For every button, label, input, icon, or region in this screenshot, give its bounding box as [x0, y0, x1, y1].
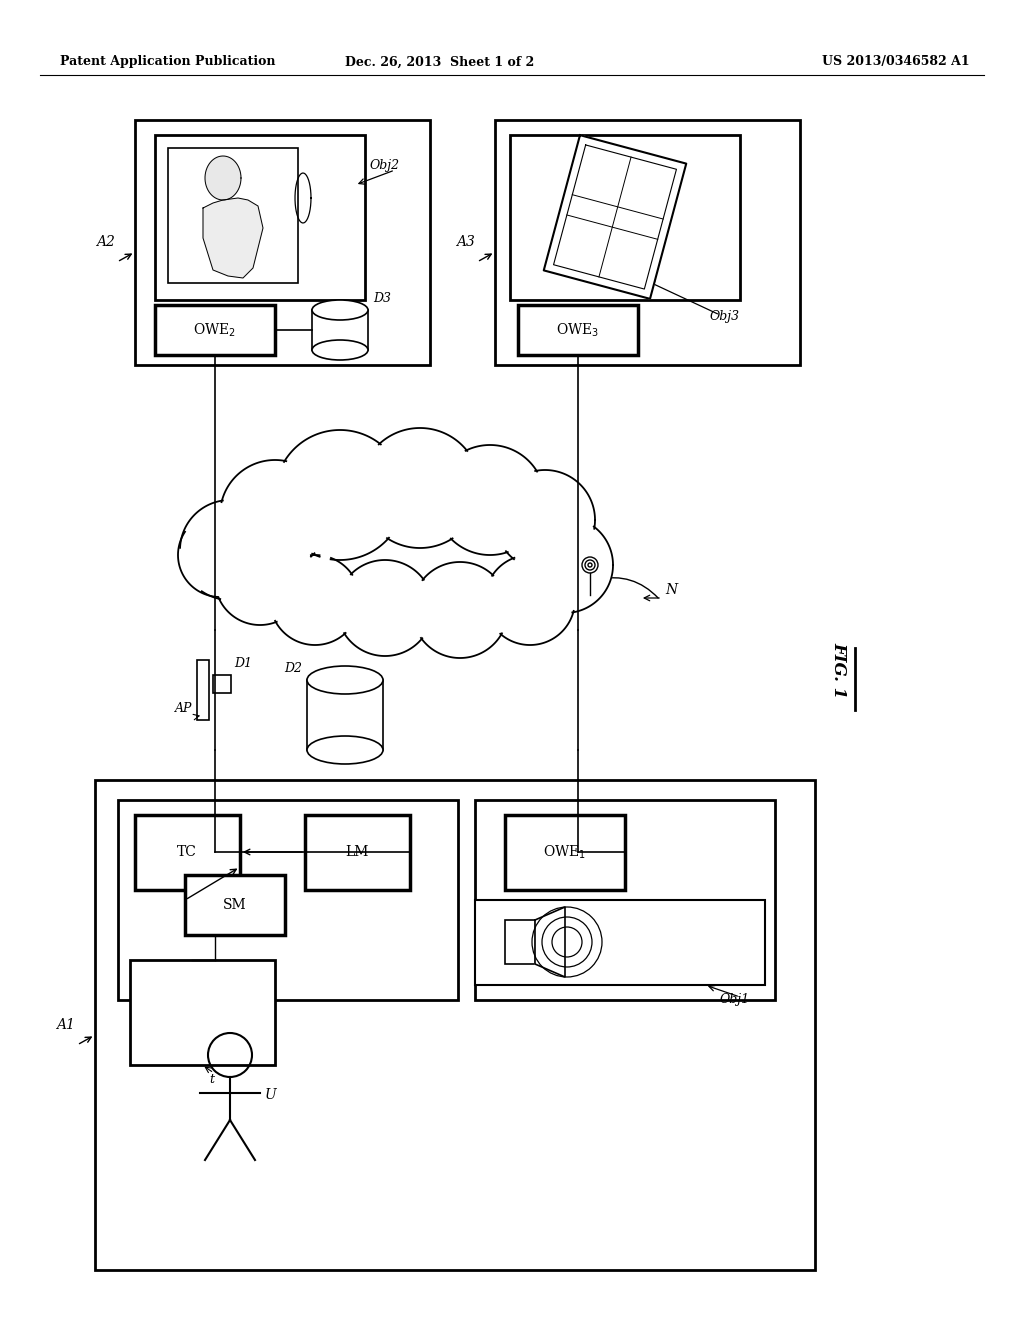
Circle shape [270, 554, 360, 645]
Text: A3: A3 [456, 235, 475, 249]
Bar [505, 814, 625, 890]
Ellipse shape [312, 341, 368, 360]
Circle shape [360, 428, 480, 548]
Bar [213, 675, 231, 693]
Text: Obj1: Obj1 [720, 993, 750, 1006]
Ellipse shape [307, 667, 383, 694]
Text: OWE$_1$: OWE$_1$ [544, 843, 587, 861]
Circle shape [412, 562, 508, 657]
Text: Patent Application Publication: Patent Application Publication [60, 55, 275, 69]
Circle shape [180, 500, 280, 601]
Text: A2: A2 [96, 235, 115, 249]
Circle shape [435, 445, 545, 554]
Text: D2: D2 [284, 663, 302, 675]
Circle shape [275, 430, 406, 560]
Text: AP: AP [175, 702, 193, 715]
Text: Obj2: Obj2 [370, 158, 400, 172]
Ellipse shape [312, 300, 368, 319]
Text: LM: LM [345, 845, 369, 859]
Bar [518, 305, 638, 355]
Text: OWE$_2$: OWE$_2$ [194, 321, 237, 339]
Polygon shape [544, 135, 686, 298]
Text: t: t [210, 1073, 214, 1086]
Circle shape [220, 459, 330, 570]
Bar [155, 305, 275, 355]
Bar [495, 120, 800, 366]
Bar [118, 800, 458, 1001]
Circle shape [495, 470, 595, 570]
Bar [475, 900, 765, 985]
Bar [95, 780, 815, 1270]
Bar [135, 120, 430, 366]
Text: A1: A1 [56, 1018, 75, 1032]
Bar [168, 148, 298, 282]
Circle shape [215, 535, 305, 624]
Circle shape [485, 554, 575, 645]
Bar [135, 814, 240, 890]
Circle shape [178, 513, 262, 597]
Bar [305, 814, 410, 890]
Bar [185, 875, 285, 935]
Text: N: N [665, 583, 677, 597]
Text: FIG. 1: FIG. 1 [830, 642, 847, 698]
Bar [130, 960, 275, 1065]
Text: OWE$_3$: OWE$_3$ [556, 321, 600, 339]
Text: U: U [265, 1088, 276, 1102]
Text: Dec. 26, 2013  Sheet 1 of 2: Dec. 26, 2013 Sheet 1 of 2 [345, 55, 535, 69]
Text: Obj3: Obj3 [710, 310, 740, 323]
Circle shape [517, 517, 613, 612]
Text: D1: D1 [234, 657, 252, 671]
Bar [155, 135, 365, 300]
Ellipse shape [307, 737, 383, 764]
Circle shape [337, 560, 433, 656]
Text: SM: SM [223, 898, 247, 912]
Polygon shape [205, 156, 241, 201]
Polygon shape [535, 907, 565, 977]
Text: US 2013/0346582 A1: US 2013/0346582 A1 [822, 55, 970, 69]
Bar [197, 660, 209, 719]
Bar [505, 920, 535, 964]
Bar [510, 135, 740, 300]
Bar [475, 800, 775, 1001]
Text: D3: D3 [373, 292, 391, 305]
Polygon shape [203, 198, 263, 279]
Text: TC: TC [177, 845, 197, 859]
